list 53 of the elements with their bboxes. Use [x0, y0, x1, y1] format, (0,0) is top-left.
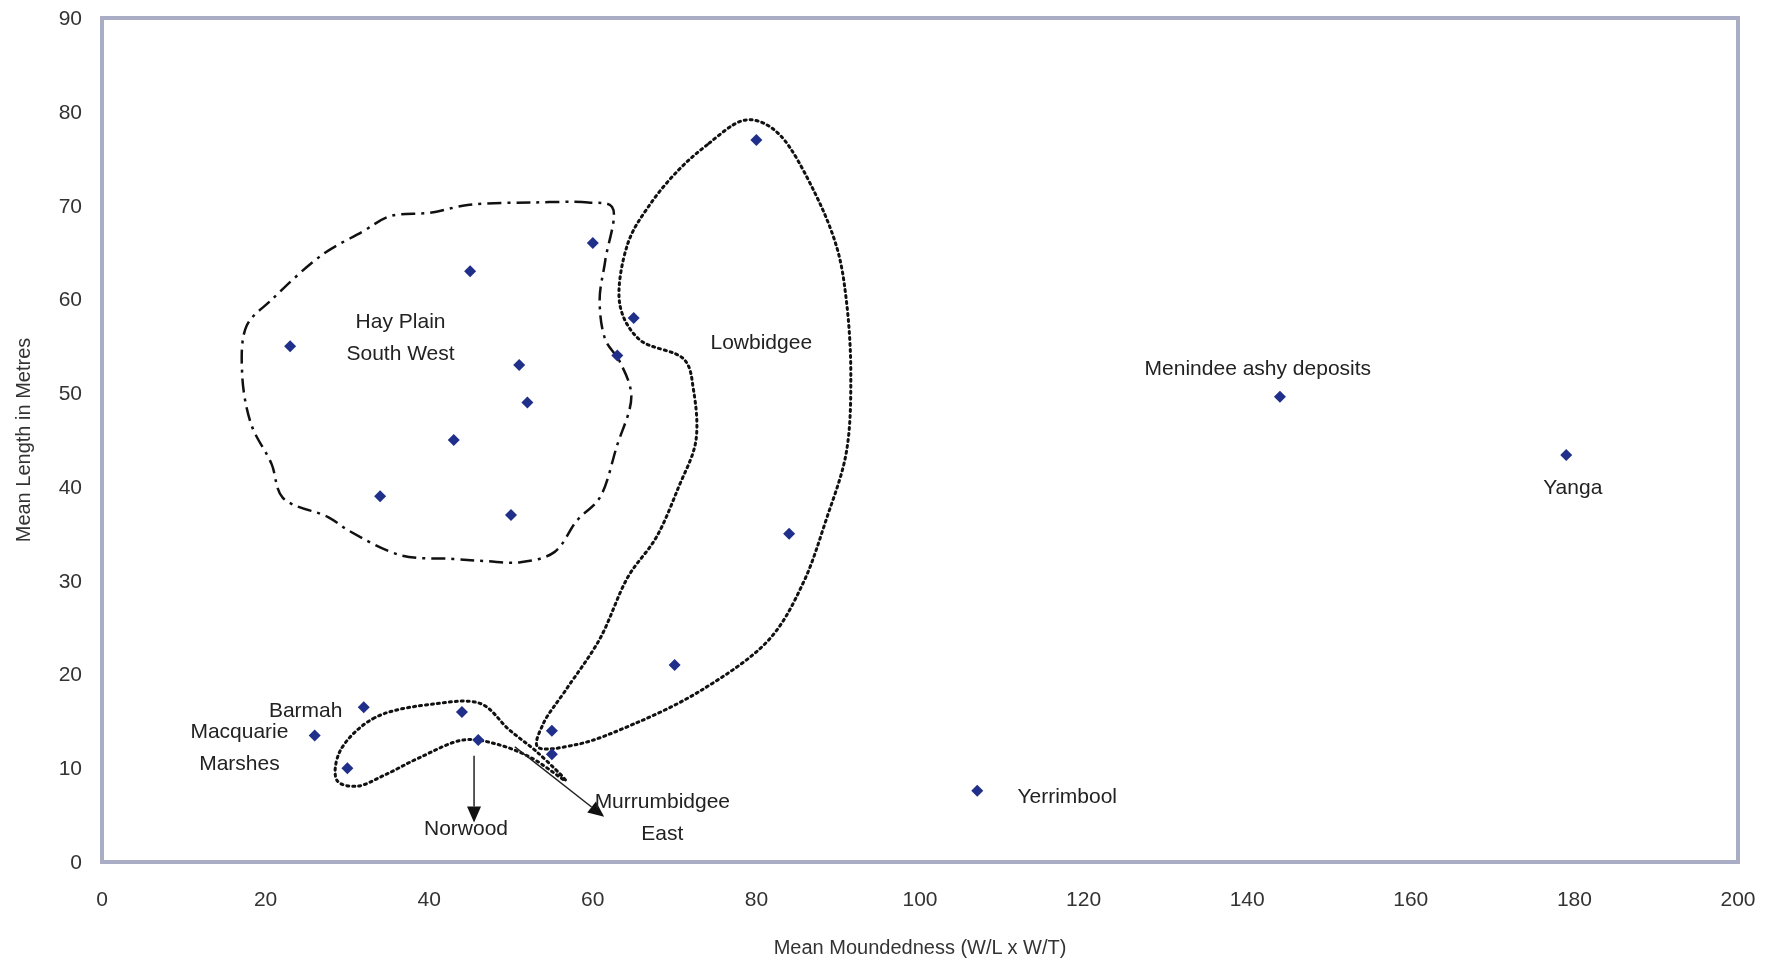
point — [513, 358, 526, 371]
x-tick-label: 120 — [1066, 887, 1102, 910]
y-tick-label: 60 — [58, 287, 82, 311]
point — [545, 748, 558, 761]
x-tick-label: 20 — [253, 887, 278, 910]
y-tick-label: 90 — [58, 6, 82, 29]
point — [586, 237, 599, 250]
annotation: Menindee ashy deposits — [1144, 355, 1372, 379]
x-tick-label: 160 — [1393, 887, 1429, 910]
x-tick-label: 180 — [1556, 887, 1592, 910]
point — [545, 724, 558, 737]
point — [521, 396, 534, 409]
x-tick-label: 200 — [1720, 887, 1756, 910]
point — [374, 490, 387, 503]
point — [505, 509, 517, 522]
point — [308, 729, 321, 742]
annotation: Murrumbidgee East — [594, 788, 731, 844]
point — [1273, 390, 1286, 403]
point — [341, 762, 354, 775]
point — [783, 527, 796, 540]
point — [971, 784, 984, 797]
annotation: Yanga — [1543, 474, 1603, 498]
point — [668, 659, 681, 672]
x-tick-label: 80 — [744, 887, 769, 910]
x-tick-label: 40 — [417, 887, 441, 910]
x-tick-label: 0 — [96, 887, 108, 910]
y-tick-label: 30 — [58, 568, 82, 592]
y-axis-title: Mean Length in Metres — [12, 337, 34, 543]
point — [284, 340, 297, 353]
x-tick-label: 140 — [1229, 887, 1265, 910]
point — [455, 705, 468, 718]
y-tick-label: 70 — [58, 193, 82, 217]
x-tick-label: 60 — [581, 887, 605, 910]
annotation: Norwood — [423, 816, 509, 840]
y-tick-label: 20 — [58, 662, 82, 686]
point — [464, 265, 477, 278]
point — [1560, 449, 1573, 461]
point — [357, 701, 370, 714]
point — [447, 434, 460, 446]
annotation: Hay Plain South West — [346, 308, 455, 364]
point — [750, 133, 763, 146]
x-tick-label: 100 — [902, 887, 938, 910]
y-tick-label: 40 — [58, 474, 82, 498]
y-tick-label: 50 — [58, 381, 82, 405]
annotation: Yerrimbool — [1017, 784, 1118, 808]
point — [472, 734, 485, 747]
y-tick-label: 10 — [58, 756, 82, 780]
y-tick-label: 0 — [70, 850, 82, 873]
y-tick-label: 80 — [58, 99, 82, 123]
x-axis-title: Mean Moundedness (W/L x W/T) — [773, 936, 1067, 958]
point — [627, 312, 640, 325]
annotation: Lowbidgee — [710, 330, 813, 354]
point — [611, 349, 624, 362]
